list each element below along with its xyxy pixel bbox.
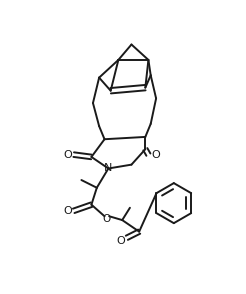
Text: O: O xyxy=(102,213,110,223)
Text: O: O xyxy=(63,150,72,160)
Text: O: O xyxy=(116,236,125,246)
Text: O: O xyxy=(152,150,160,160)
Text: O: O xyxy=(63,206,72,216)
Text: N: N xyxy=(103,163,112,173)
